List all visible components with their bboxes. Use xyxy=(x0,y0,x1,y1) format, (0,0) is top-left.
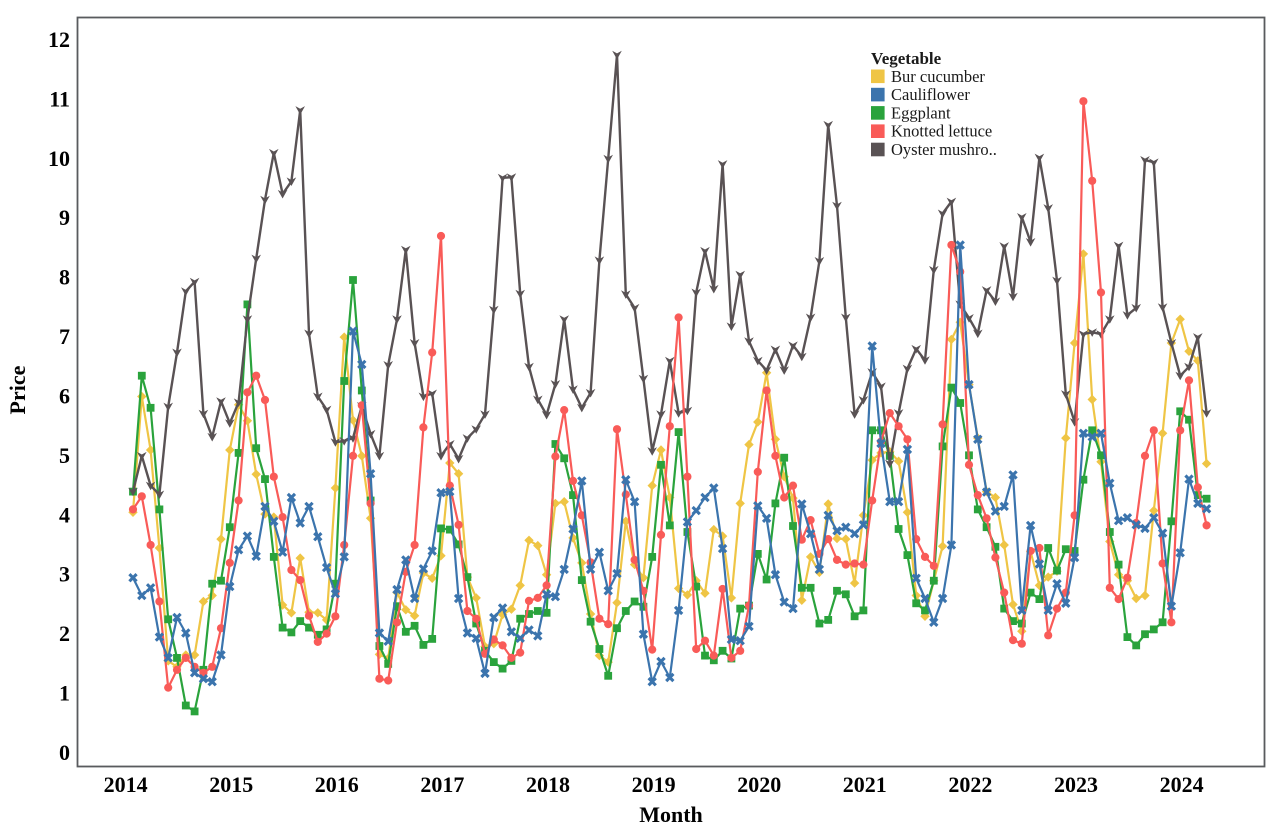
svg-text:11: 11 xyxy=(49,86,70,111)
svg-text:1: 1 xyxy=(59,681,70,706)
svg-text:2018: 2018 xyxy=(526,772,570,797)
svg-text:3: 3 xyxy=(59,562,70,587)
svg-text:2016: 2016 xyxy=(315,772,359,797)
svg-text:2024: 2024 xyxy=(1160,772,1204,797)
svg-text:2: 2 xyxy=(59,621,70,646)
svg-text:Price: Price xyxy=(5,365,30,414)
svg-text:Bur cucumber: Bur cucumber xyxy=(891,67,985,86)
svg-text:Month: Month xyxy=(639,802,703,827)
svg-text:4: 4 xyxy=(59,502,70,527)
svg-text:6: 6 xyxy=(59,384,70,409)
svg-text:2019: 2019 xyxy=(632,772,676,797)
svg-text:9: 9 xyxy=(59,205,70,230)
svg-text:Eggplant: Eggplant xyxy=(891,103,951,122)
svg-text:2014: 2014 xyxy=(104,772,148,797)
svg-text:Cauliflower: Cauliflower xyxy=(891,85,970,104)
svg-text:2023: 2023 xyxy=(1054,772,1098,797)
svg-text:Knotted lettuce: Knotted lettuce xyxy=(891,122,992,141)
svg-text:5: 5 xyxy=(59,443,70,468)
svg-text:2015: 2015 xyxy=(209,772,253,797)
svg-text:Vegetable: Vegetable xyxy=(871,49,942,68)
svg-text:12: 12 xyxy=(48,27,70,52)
svg-text:0: 0 xyxy=(59,740,70,765)
svg-text:2020: 2020 xyxy=(737,772,781,797)
svg-text:8: 8 xyxy=(59,265,70,290)
svg-text:Oyster mushro..: Oyster mushro.. xyxy=(891,140,997,159)
svg-text:2017: 2017 xyxy=(420,772,464,797)
svg-text:10: 10 xyxy=(48,146,70,171)
svg-text:2022: 2022 xyxy=(948,772,992,797)
svg-text:2021: 2021 xyxy=(843,772,887,797)
svg-text:7: 7 xyxy=(59,324,70,349)
